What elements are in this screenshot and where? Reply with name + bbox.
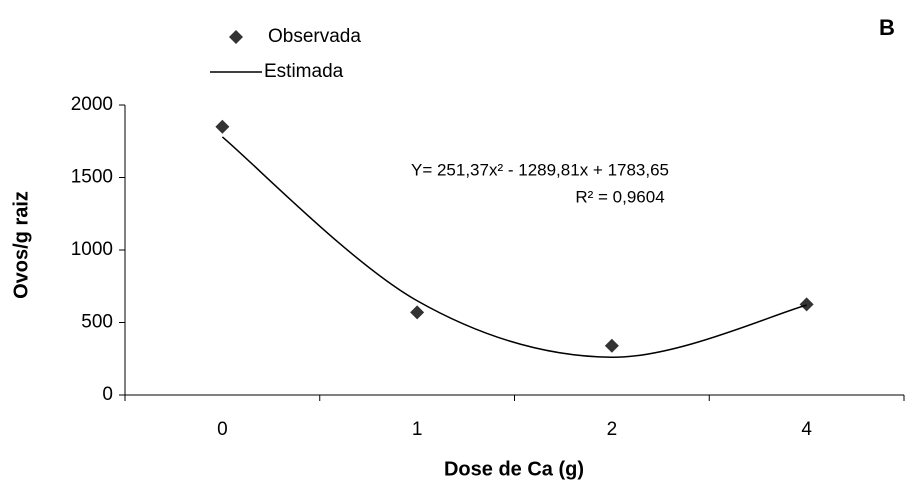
x-tick-label: 4 (801, 419, 812, 440)
y-tick-label: 1500 (71, 167, 113, 188)
marker (215, 119, 230, 134)
x-tick-label: 1 (412, 419, 423, 440)
legend-label: Observada (268, 26, 361, 47)
y-axis-title: Ovos/g raiz (10, 191, 32, 299)
y-tick-label: 0 (102, 384, 113, 405)
x-tick-label: 2 (607, 419, 618, 440)
marker (799, 297, 814, 312)
marker (604, 338, 619, 353)
fit-line (221, 136, 807, 359)
x-tick-label: 0 (217, 419, 228, 440)
r-squared: R² = 0,9604 (575, 187, 664, 206)
y-tick-label: 500 (81, 312, 113, 333)
legend-label: Estimada (264, 61, 344, 82)
equation: Y= 251,37x² - 1289,81x + 1783,65 (411, 160, 669, 179)
marker (410, 305, 425, 320)
legend-marker (229, 30, 243, 44)
x-axis-title: Dose de Ca (g) (444, 458, 584, 480)
y-tick-label: 1000 (71, 239, 113, 260)
panel-label: B (879, 15, 895, 40)
y-tick-label: 2000 (71, 94, 113, 115)
